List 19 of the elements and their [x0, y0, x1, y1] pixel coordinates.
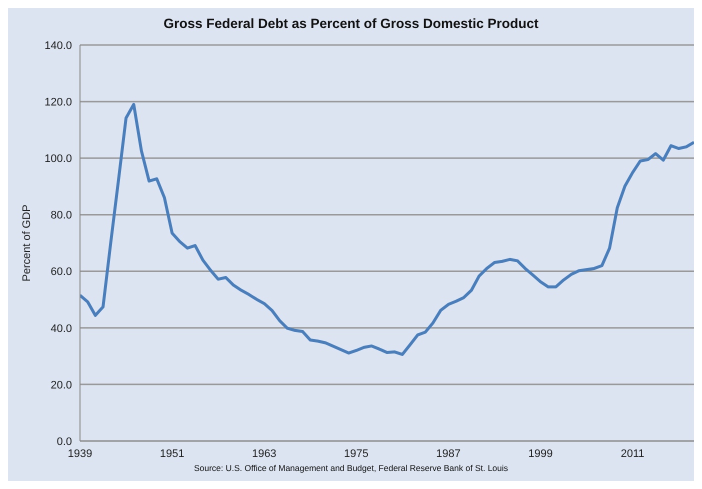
x-tick-label: 1939	[68, 448, 92, 460]
x-tick-label: 1987	[436, 448, 461, 460]
x-tick-label: 1975	[344, 448, 369, 460]
y-axis-title: Percent of GDP	[20, 204, 33, 282]
source-note: Source: U.S. Office of Management and Budget, Federal Reserve Bank of St. Louis	[192, 463, 510, 473]
x-tick-label: 2011	[620, 448, 644, 460]
y-tick-label: 20.0	[50, 379, 72, 392]
y-tick-label: 100.0	[44, 153, 72, 166]
x-tick-label: 1963	[252, 448, 276, 460]
chart-title: Gross Federal Debt as Percent of Gross Domestic Product	[162, 16, 540, 31]
y-tick-label: 140.0	[44, 40, 72, 52]
line-series	[80, 102, 694, 356]
y-tick-label: 120.0	[44, 96, 72, 108]
y-tick-label: 40.0	[50, 322, 72, 335]
y-tick-label: 80.0	[50, 210, 72, 222]
y-tick-label: 0.0	[56, 436, 72, 448]
x-tick-label: 1999	[528, 448, 553, 460]
x-tick-label: 1951	[160, 448, 184, 460]
y-tick-label: 60.0	[50, 266, 72, 278]
